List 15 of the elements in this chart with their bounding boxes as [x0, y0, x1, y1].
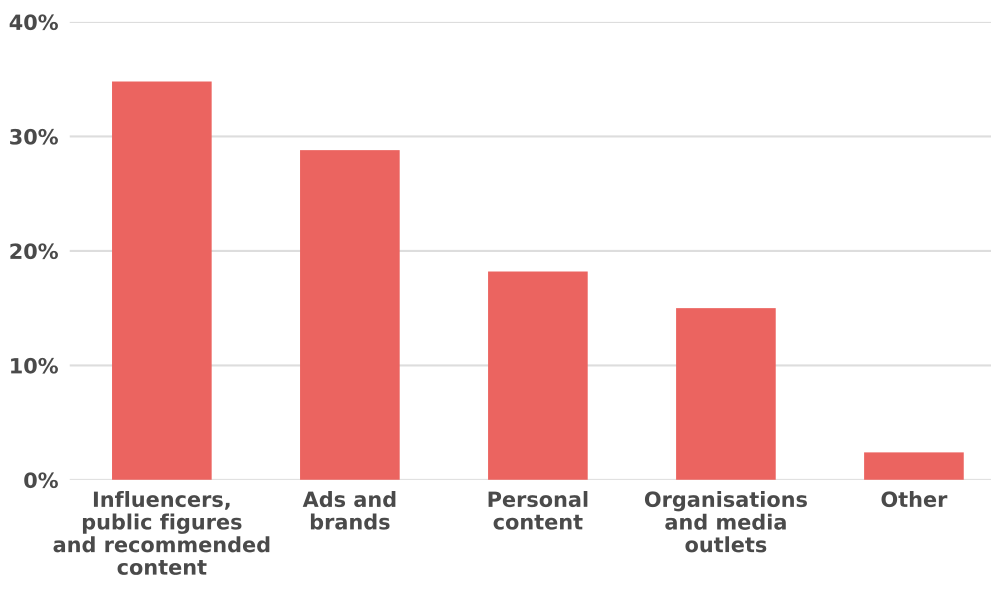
y-tick-label: 0% [24, 472, 58, 488]
bar [488, 272, 588, 480]
x-tick-label: Personal content [488, 491, 588, 530]
x-tick-label: Other [882, 491, 948, 508]
bar [864, 452, 964, 480]
y-tick-label: 30% [10, 128, 58, 145]
bar [676, 308, 776, 480]
bar [112, 81, 212, 480]
x-tick-label: Influencers, public figures and recommended content [54, 491, 270, 575]
bar [300, 150, 400, 480]
y-tick-label: 10% [11, 358, 58, 374]
x-tick-label: Organisations and media outlets [644, 491, 807, 552]
y-tick-label: 20% [10, 243, 58, 260]
x-tick-label: Ads and brands [302, 491, 396, 530]
y-tick-label: 40% [10, 14, 58, 30]
